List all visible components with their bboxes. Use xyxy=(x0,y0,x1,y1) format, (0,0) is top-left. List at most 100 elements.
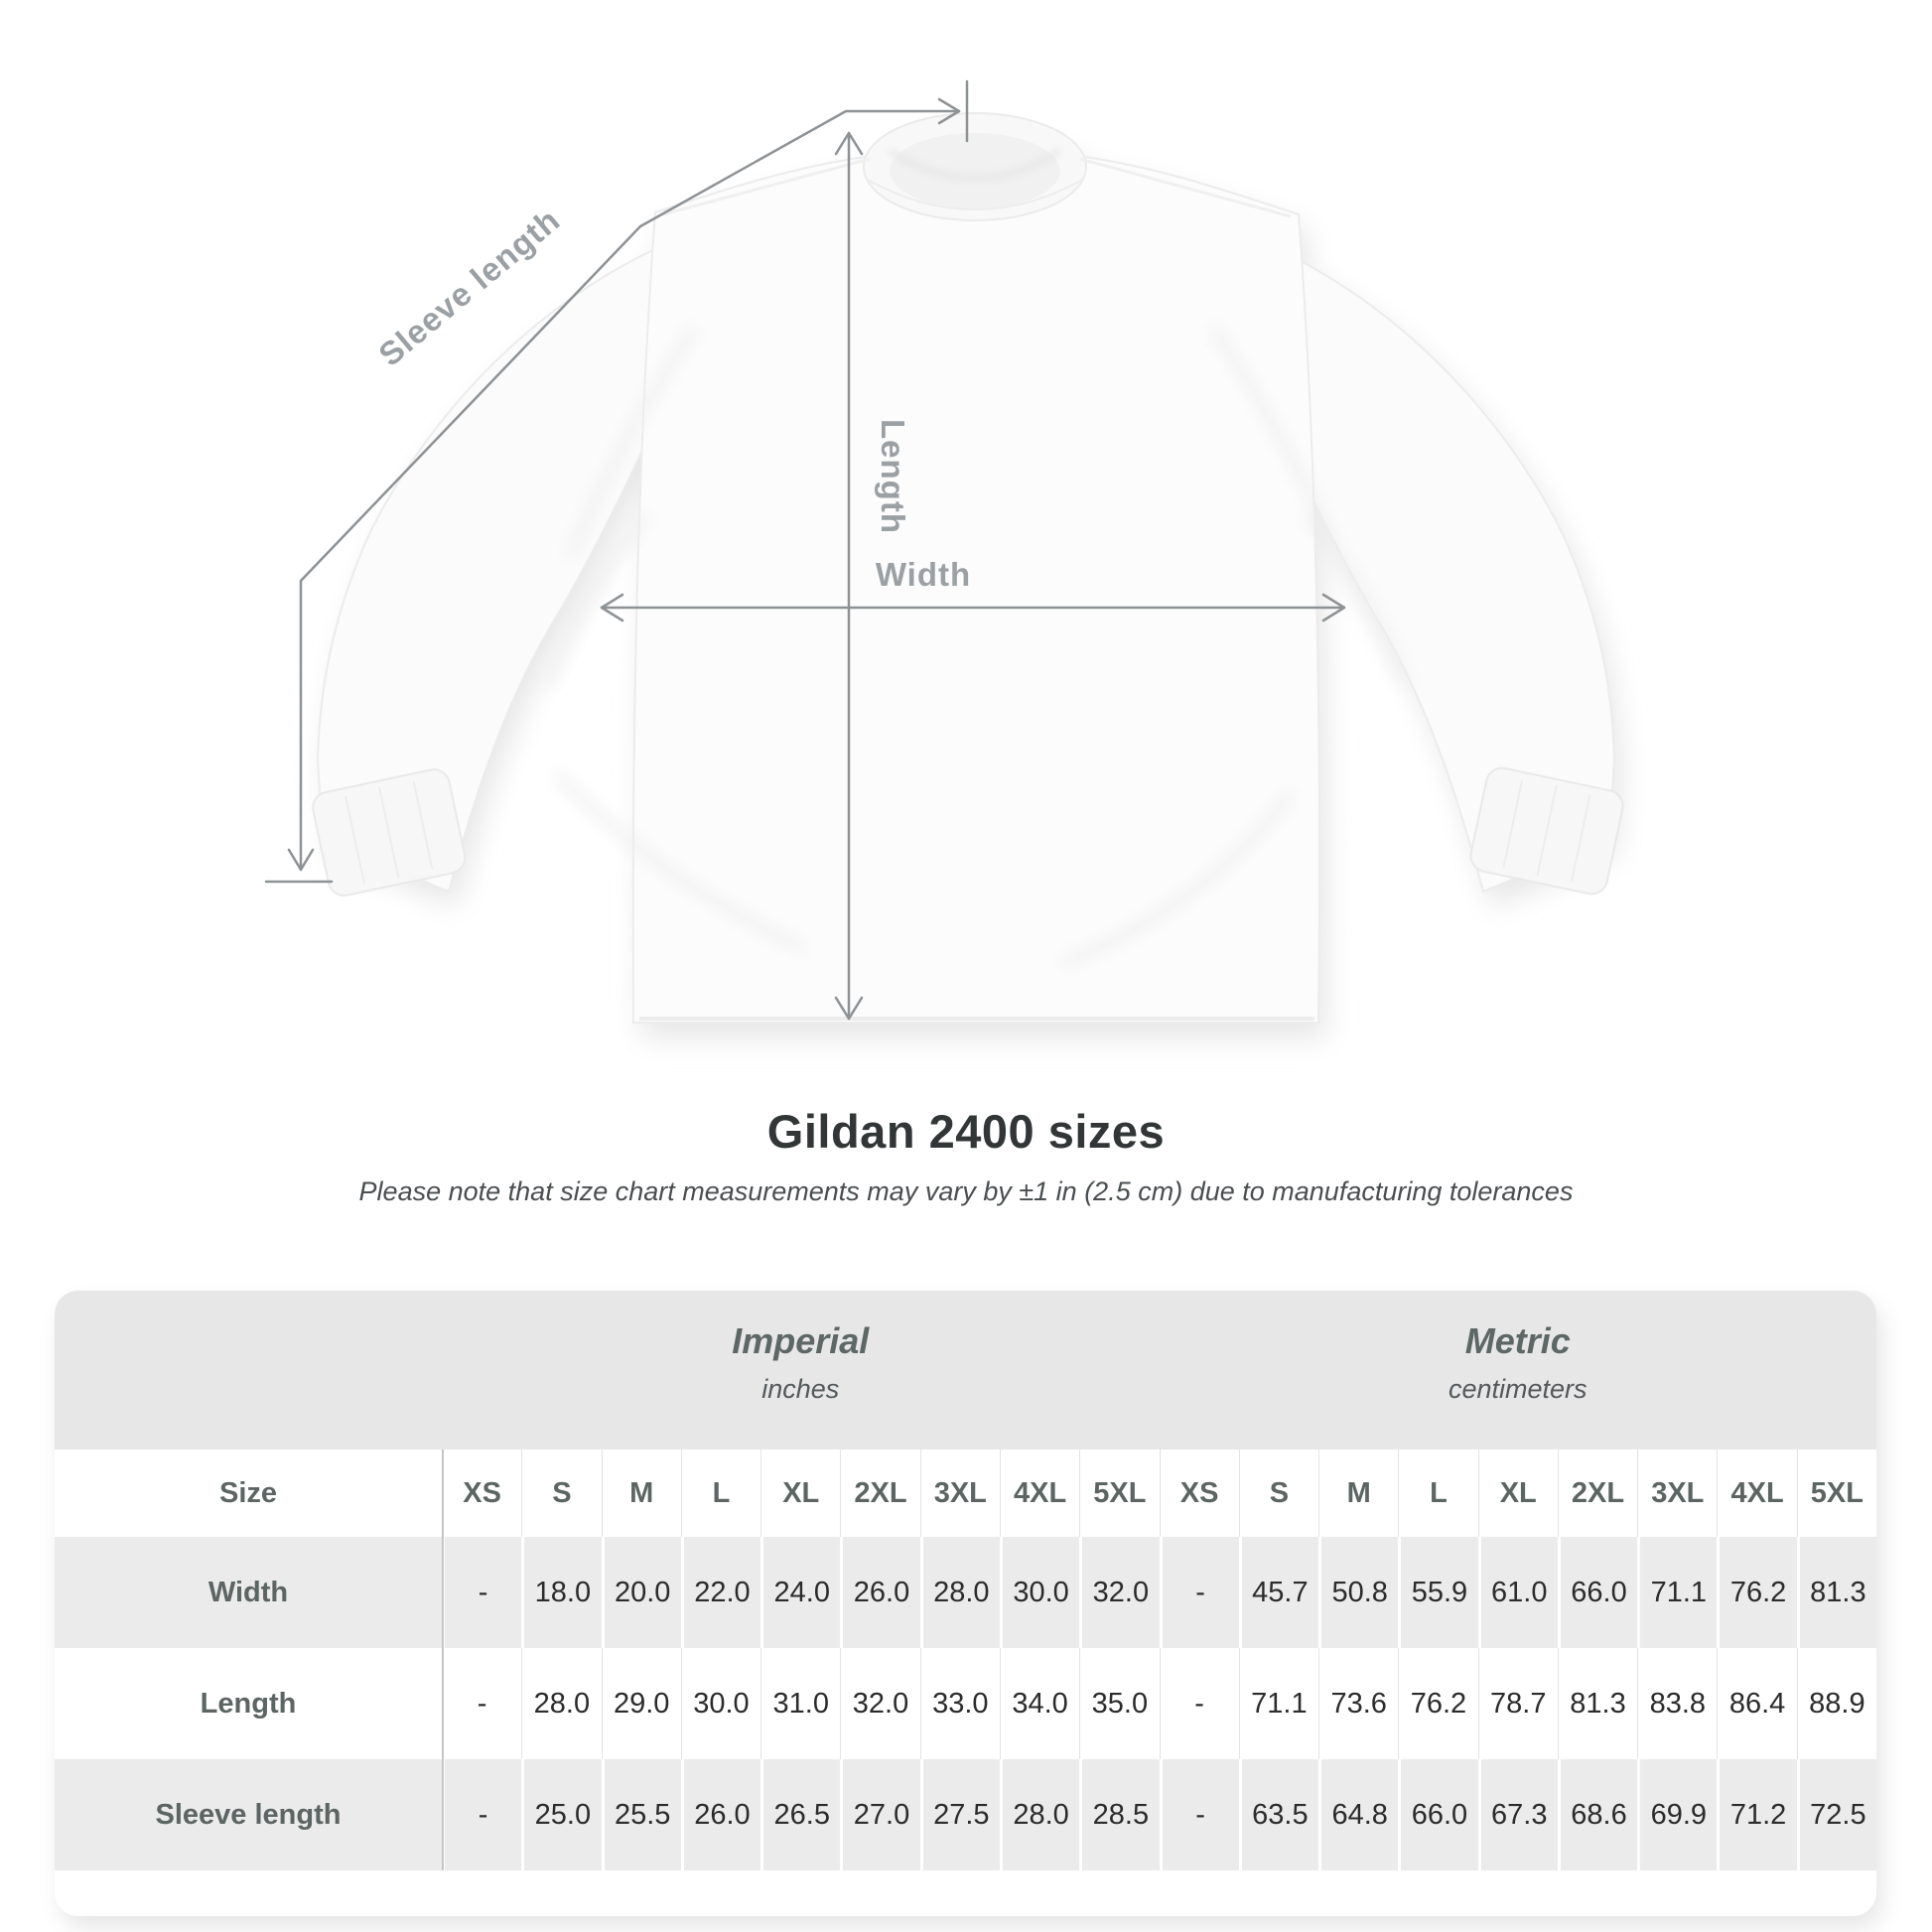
col-header-cell: 3XL xyxy=(919,1449,1000,1537)
value-cell: 33.0 xyxy=(919,1648,1000,1759)
value-cell: 76.2 xyxy=(1717,1537,1796,1648)
metric-title: Metric xyxy=(1464,1320,1571,1361)
value-cell: 69.9 xyxy=(1637,1759,1717,1870)
value-cell: - xyxy=(442,1759,521,1870)
length-label: Length xyxy=(875,419,911,534)
table-row-length: Length - 28.0 29.0 30.0 31.0 32.0 33.0 3… xyxy=(55,1648,1876,1759)
row-label: Width xyxy=(207,1576,289,1608)
size-header-row: Size XS S M L XL 2XL 3XL 4XL 5XL XS S M … xyxy=(55,1449,1876,1537)
col-header-cell: M xyxy=(601,1449,681,1537)
right-cuff xyxy=(1469,766,1624,896)
value-cell: 28.0 xyxy=(521,1648,601,1759)
value-cell: 26.5 xyxy=(760,1759,840,1870)
col-header-cell: XS xyxy=(1159,1449,1239,1537)
col-header-cell: L xyxy=(1398,1449,1477,1537)
collar xyxy=(863,112,1087,221)
value-cell: 66.0 xyxy=(1398,1759,1477,1870)
table-row-width: Width - 18.0 20.0 22.0 24.0 26.0 28.0 30… xyxy=(55,1537,1876,1648)
value-cell: 67.3 xyxy=(1477,1759,1558,1870)
col-header-cell: 4XL xyxy=(1717,1449,1796,1537)
page-title: Gildan 2400 sizes xyxy=(766,1105,1166,1158)
value-cell: 63.5 xyxy=(1238,1759,1318,1870)
value-cell: 86.4 xyxy=(1717,1648,1796,1759)
value-cell: 66.0 xyxy=(1557,1537,1637,1648)
col-header-cell: 4XL xyxy=(999,1449,1079,1537)
value-cell: 78.7 xyxy=(1477,1648,1558,1759)
value-cell: 32.0 xyxy=(840,1648,919,1759)
value-cell: 32.0 xyxy=(1079,1537,1159,1648)
measurement-lines xyxy=(264,79,1346,1021)
imperial-subtitle: inches xyxy=(761,1374,840,1404)
value-cell: 28.0 xyxy=(919,1537,1000,1648)
right-shoulder-seam xyxy=(1079,157,1292,218)
value-cell: 61.0 xyxy=(1477,1537,1558,1648)
col-header-cell: XL xyxy=(1477,1449,1558,1537)
value-cell: 34.0 xyxy=(999,1648,1079,1759)
value-cell: 83.8 xyxy=(1637,1648,1717,1759)
value-cell: 25.5 xyxy=(601,1759,681,1870)
metric-subtitle: centimeters xyxy=(1448,1374,1587,1404)
value-cell: 88.9 xyxy=(1796,1648,1876,1759)
shirt-body xyxy=(312,112,1624,1024)
value-cell: 72.5 xyxy=(1796,1759,1876,1870)
row-label: Length xyxy=(200,1687,297,1720)
value-cell: - xyxy=(1159,1648,1239,1759)
value-cell: 25.0 xyxy=(521,1759,601,1870)
length-arrow-line xyxy=(834,131,864,1021)
value-cell: 28.0 xyxy=(999,1759,1079,1870)
width-arrow-line xyxy=(600,593,1346,622)
value-cell: 30.0 xyxy=(999,1537,1079,1648)
value-cell: 81.3 xyxy=(1796,1537,1876,1648)
value-cell: 20.0 xyxy=(601,1537,681,1648)
col-header-cell: XS xyxy=(442,1449,521,1537)
value-cell: 28.5 xyxy=(1079,1759,1159,1870)
value-cell: 18.0 xyxy=(521,1537,601,1648)
value-cell: 27.5 xyxy=(919,1759,1000,1870)
value-cell: 26.0 xyxy=(680,1759,760,1870)
col-header-cell: 5XL xyxy=(1079,1449,1159,1537)
col-header-cell: 3XL xyxy=(1637,1449,1717,1537)
imperial-header: Imperial inches xyxy=(442,1291,1160,1449)
value-cell: 35.0 xyxy=(1079,1648,1159,1759)
metric-header: Metric centimeters xyxy=(1160,1291,1877,1449)
value-cell: 22.0 xyxy=(680,1537,760,1648)
heading-block: Gildan 2400 sizes Please note that size … xyxy=(0,1104,1932,1207)
value-cell: - xyxy=(1159,1759,1239,1870)
value-cell: 81.3 xyxy=(1557,1648,1637,1759)
value-cell: - xyxy=(442,1648,521,1759)
tolerance-note: Please note that size chart measurements… xyxy=(358,1176,1574,1206)
value-cell: 55.9 xyxy=(1398,1537,1477,1648)
col-header-cell: 2XL xyxy=(840,1449,919,1537)
value-cell: 26.0 xyxy=(840,1537,919,1648)
value-cell: 68.6 xyxy=(1557,1759,1637,1870)
value-cell: 71.1 xyxy=(1238,1648,1318,1759)
value-cell: - xyxy=(1159,1537,1239,1648)
value-cell: 50.8 xyxy=(1318,1537,1398,1648)
value-cell: - xyxy=(442,1537,521,1648)
value-cell: 29.0 xyxy=(601,1648,681,1759)
unit-band-spacer xyxy=(55,1291,442,1449)
value-cell: 31.0 xyxy=(760,1648,840,1759)
size-table-card: Imperial inches Metric centimeters Size … xyxy=(55,1291,1876,1916)
col-header-cell: M xyxy=(1318,1449,1398,1537)
sleeve-length-arrow-line xyxy=(264,79,969,884)
unit-header-band: Imperial inches Metric centimeters xyxy=(55,1291,1876,1449)
value-cell: 27.0 xyxy=(840,1759,919,1870)
value-cell: 71.2 xyxy=(1717,1759,1796,1870)
value-cell: 45.7 xyxy=(1238,1537,1318,1648)
value-cell: 30.0 xyxy=(680,1648,760,1759)
shirt-diagram: Sleeve length Length Width xyxy=(264,79,1624,1038)
width-label: Width xyxy=(876,556,971,593)
left-cuff xyxy=(312,768,467,897)
imperial-title: Imperial xyxy=(732,1320,870,1361)
value-cell: 73.6 xyxy=(1318,1648,1398,1759)
value-cell: 71.1 xyxy=(1637,1537,1717,1648)
value-cell: 24.0 xyxy=(760,1537,840,1648)
col-header-cell: 2XL xyxy=(1557,1449,1637,1537)
col-header-cell: S xyxy=(1238,1449,1318,1537)
size-column-divider xyxy=(442,1449,444,1870)
col-header-cell: XL xyxy=(760,1449,840,1537)
row-label: Sleeve length xyxy=(155,1798,342,1831)
table-row-sleeve-length: Sleeve length - 25.0 25.5 26.0 26.5 27.0… xyxy=(55,1759,1876,1870)
